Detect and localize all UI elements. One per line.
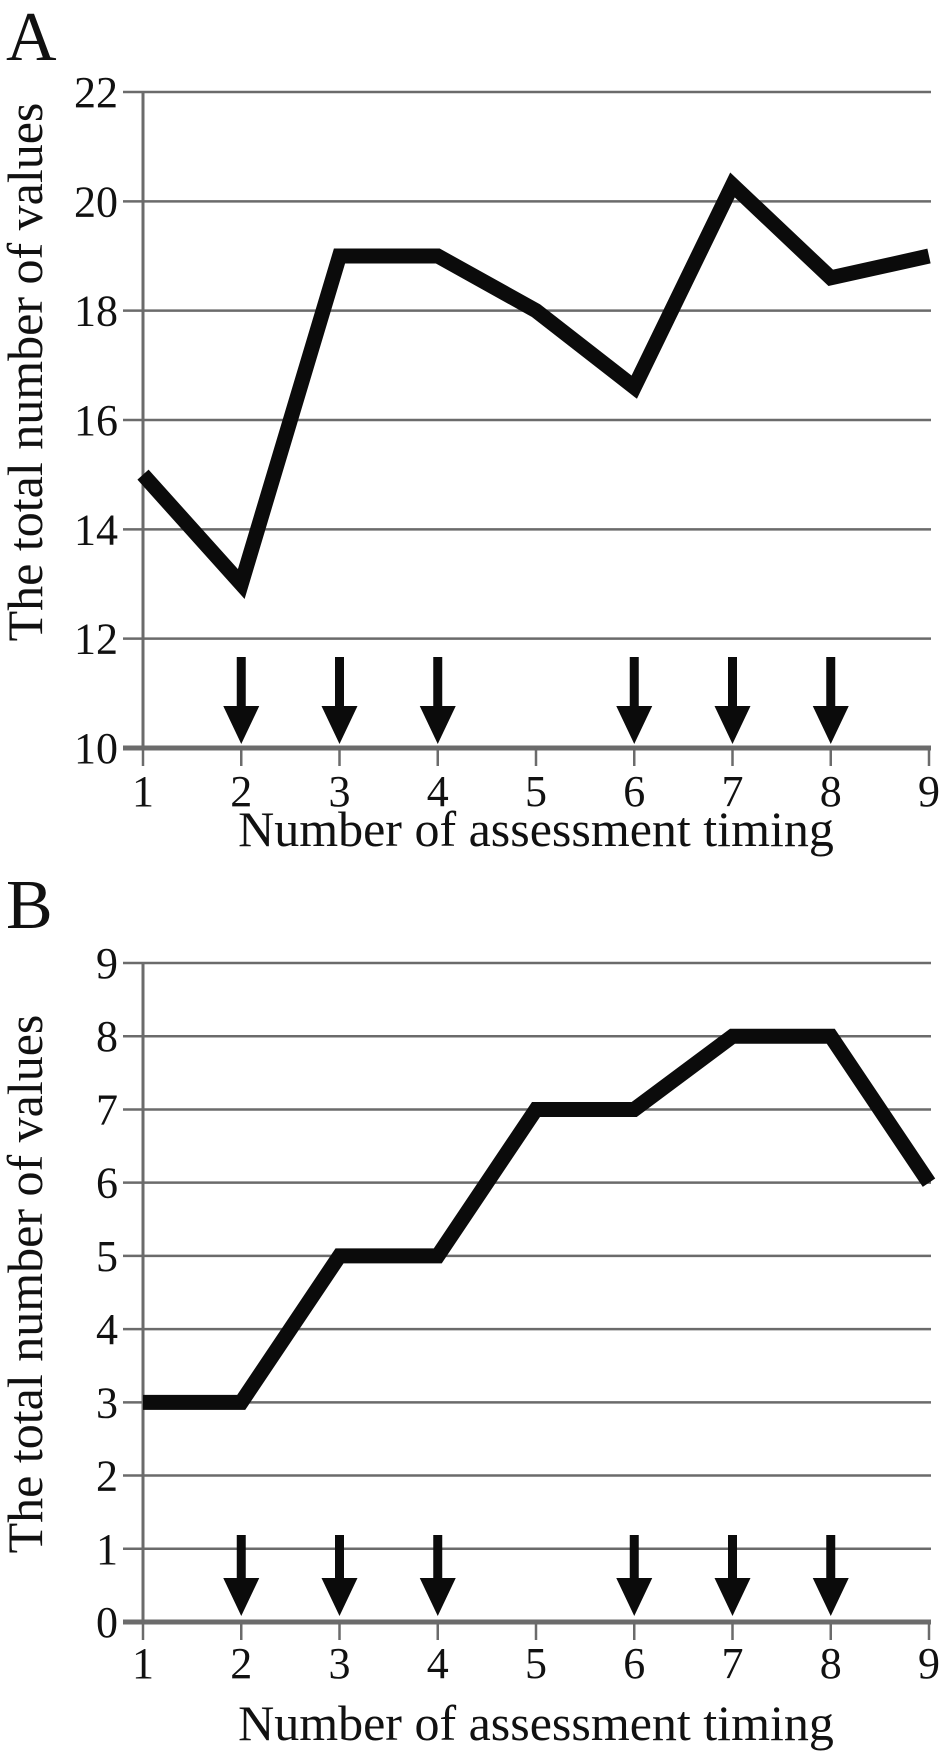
- timing-arrow-head: [616, 706, 653, 744]
- timing-arrow-head: [812, 706, 849, 744]
- x-tick-label: 1: [132, 767, 154, 816]
- panel-b-x-axis-title: Number of assessment timing: [238, 1695, 834, 1751]
- timing-arrow-head: [321, 706, 358, 744]
- x-tick-label: 1: [132, 1639, 154, 1688]
- timing-arrow-head: [321, 1578, 358, 1616]
- y-tick-label: 2: [96, 1452, 118, 1501]
- timing-arrow-head: [616, 1578, 653, 1616]
- data-line: [143, 1028, 936, 1410]
- panel-b: B The total number of values Number of a…: [0, 867, 940, 1751]
- y-tick-label: 0: [96, 1598, 118, 1647]
- y-tick-label: 20: [74, 177, 118, 226]
- timing-arrow-head: [714, 1578, 751, 1616]
- panel-a-letter: A: [6, 0, 57, 76]
- y-tick-label: 12: [74, 615, 118, 664]
- panel-b-letter: B: [6, 867, 53, 944]
- x-tick-label: 8: [820, 1639, 842, 1688]
- x-tick-label: 9: [918, 1639, 940, 1688]
- y-tick-label: 3: [96, 1378, 118, 1427]
- panel-a-x-axis-title: Number of assessment timing: [238, 801, 834, 857]
- y-tick-label: 18: [74, 287, 118, 336]
- y-tick-label: 10: [74, 724, 118, 773]
- y-tick-label: 16: [74, 396, 118, 445]
- x-tick-label: 7: [722, 767, 744, 816]
- y-tick-label: 5: [96, 1232, 118, 1281]
- timing-arrow-head: [714, 706, 751, 744]
- panel-b-y-axis-title: The total number of values: [0, 1015, 53, 1554]
- y-tick-label: 8: [96, 1012, 118, 1061]
- x-tick-label: 6: [623, 1639, 645, 1688]
- x-tick-label: 4: [427, 1639, 449, 1688]
- x-tick-label: 5: [525, 1639, 547, 1688]
- timing-arrow-head: [812, 1578, 849, 1616]
- y-tick-label: 1: [96, 1525, 118, 1574]
- y-tick-label: 22: [74, 68, 118, 117]
- x-tick-label: 7: [722, 1639, 744, 1688]
- data-line: [137, 172, 931, 599]
- timing-arrow-head: [223, 706, 260, 744]
- x-tick-label: 9: [918, 767, 940, 816]
- x-tick-label: 3: [329, 767, 351, 816]
- y-tick-label: 6: [96, 1159, 118, 1208]
- panel-a-y-axis-title: The total number of values: [0, 103, 53, 642]
- x-tick-label: 6: [623, 767, 645, 816]
- y-tick-label: 7: [96, 1085, 118, 1134]
- x-tick-label: 4: [427, 767, 449, 816]
- x-tick-label: 5: [525, 767, 547, 816]
- x-tick-label: 2: [230, 767, 252, 816]
- timing-arrow-head: [419, 1578, 456, 1616]
- timing-arrow-head: [419, 706, 456, 744]
- y-tick-label: 14: [74, 505, 118, 554]
- panel-a: A The total number of values Number of a…: [0, 0, 940, 857]
- y-tick-label: 4: [96, 1305, 118, 1354]
- y-tick-label: 9: [96, 939, 118, 988]
- x-tick-label: 2: [230, 1639, 252, 1688]
- timing-arrow-head: [223, 1578, 260, 1616]
- x-tick-label: 8: [820, 767, 842, 816]
- x-tick-label: 3: [329, 1639, 351, 1688]
